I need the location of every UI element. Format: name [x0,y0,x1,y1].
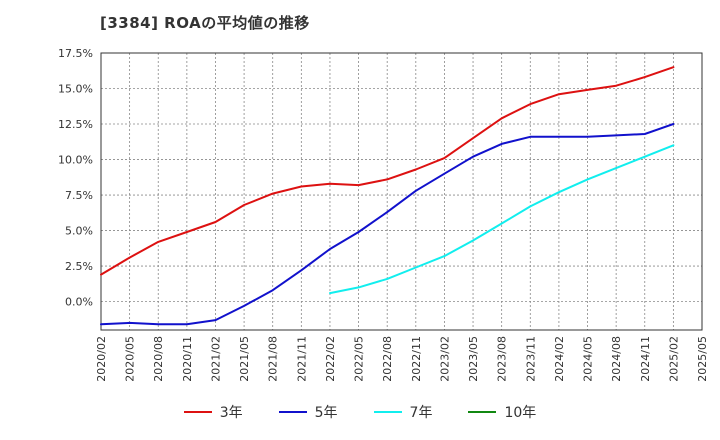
legend-swatch [373,411,402,413]
x-tick-label: 2022/11 [410,336,423,382]
series-line [100,123,675,326]
chart-title: [3384] ROAの平均値の推移 [100,14,310,32]
y-tick-label: 0.0% [65,296,93,309]
x-tick-label: 2025/05 [696,336,709,382]
plot-border [100,52,703,331]
chart-legend: 3年 5年 7年 10年 [0,402,720,422]
y-tick-label: 12.5% [58,118,93,131]
legend-swatch [183,411,212,413]
y-tick-label: 10.0% [58,154,93,167]
x-tick-label: 2021/08 [267,336,280,382]
plot-area [101,53,702,330]
y-tick-label: 15.0% [58,83,93,96]
x-tick-label: 2020/02 [95,336,108,382]
legend-item: 7年 [373,402,433,422]
x-tick-label: 2024/08 [610,336,623,382]
x-tick-label: 2022/08 [381,336,394,382]
legend-item: 5年 [278,402,338,422]
x-tick-label: 2020/05 [124,336,137,382]
x-tick-label: 2023/08 [496,336,509,382]
x-tick-label: 2022/02 [324,336,337,382]
series-line [100,66,675,276]
x-tick-label: 2024/02 [553,336,566,382]
y-tick-label: 7.5% [65,189,93,202]
x-tick-label: 2023/05 [467,336,480,382]
x-tick-label: 2024/05 [582,336,595,382]
y-tick-label: 5.0% [65,225,93,238]
x-tick-label: 2023/02 [438,336,451,382]
x-tick-label: 2020/11 [181,336,194,382]
x-tick-label: 2021/02 [209,336,222,382]
x-tick-label: 2023/11 [524,336,537,382]
x-tick-label: 2024/11 [639,336,652,382]
legend-label: 7年 [409,405,433,421]
x-tick-label: 2021/11 [295,336,308,382]
legend-label: 3年 [219,405,243,421]
x-tick-label: 2020/08 [152,336,165,382]
x-tick-label: 2022/05 [353,336,366,382]
line-chart: 0.0% 2.5% 5.0% 7.5% 10.0% 12.5% 15.0% 17.5% 2020… [58,47,709,382]
legend-item: 3年 [183,402,243,422]
legend-swatch [468,411,497,413]
y-tick-label: 2.5% [65,260,93,273]
x-tick-label: 2021/05 [238,336,251,382]
legend-label: 10年 [504,405,537,421]
legend-item: 10年 [468,402,536,422]
y-tick-label: 17.5% [58,47,93,60]
legend-swatch [278,411,307,413]
series-line [329,144,675,295]
x-tick-label: 2025/02 [667,336,680,382]
legend-label: 5年 [314,405,338,421]
